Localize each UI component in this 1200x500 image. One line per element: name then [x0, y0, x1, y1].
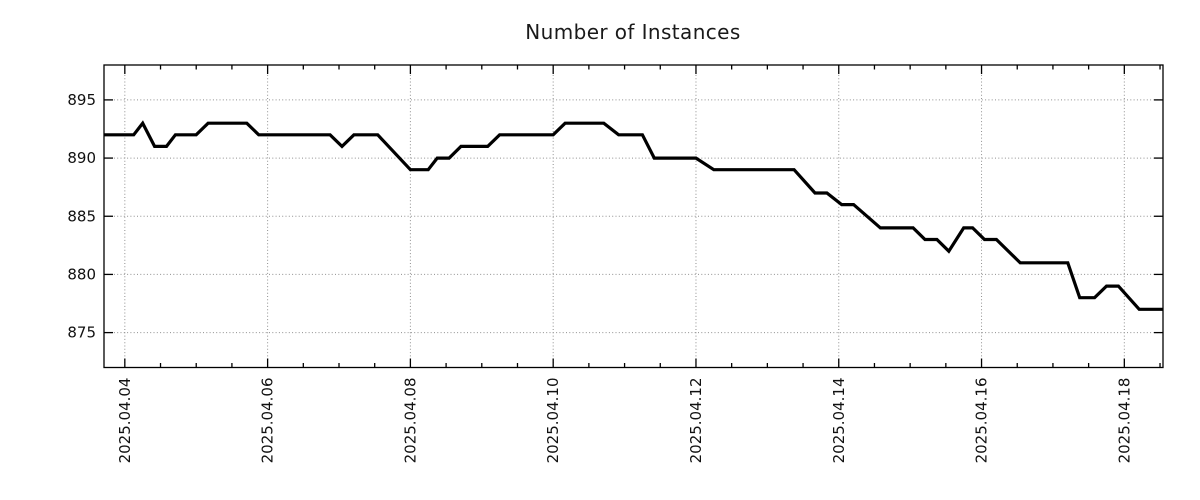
- axis-labels-layer: 875 880 885 890 895 2025.04.04 2025.04.06 2025.…: [67, 91, 1133, 463]
- series-line: [104, 120, 1163, 311]
- y-tick-label: 880: [67, 265, 96, 283]
- x-tick-label: 2025.04.04: [116, 378, 134, 464]
- x-tick-label: 2025.04.08: [401, 378, 419, 464]
- y-tick-label: 885: [67, 207, 96, 225]
- plot-border: [103, 64, 1164, 369]
- y-tick-label: 890: [67, 149, 96, 167]
- x-tick-label: 2025.04.18: [1115, 378, 1133, 464]
- x-tick-label: 2025.04.06: [259, 378, 277, 464]
- y-tick-label: 875: [67, 324, 96, 342]
- y-tick-label: 895: [67, 91, 96, 109]
- chart-title: Number of Instances: [525, 20, 740, 44]
- x-tick-label: 2025.04.10: [544, 378, 562, 464]
- x-tick-label: 2025.04.12: [687, 378, 705, 464]
- axis-layer: [103, 64, 1164, 369]
- x-tick-label: 2025.04.16: [973, 377, 991, 463]
- grid-layer: [104, 65, 1163, 368]
- series-layer: [104, 120, 1163, 311]
- x-tick-label: 2025.04.14: [830, 378, 848, 464]
